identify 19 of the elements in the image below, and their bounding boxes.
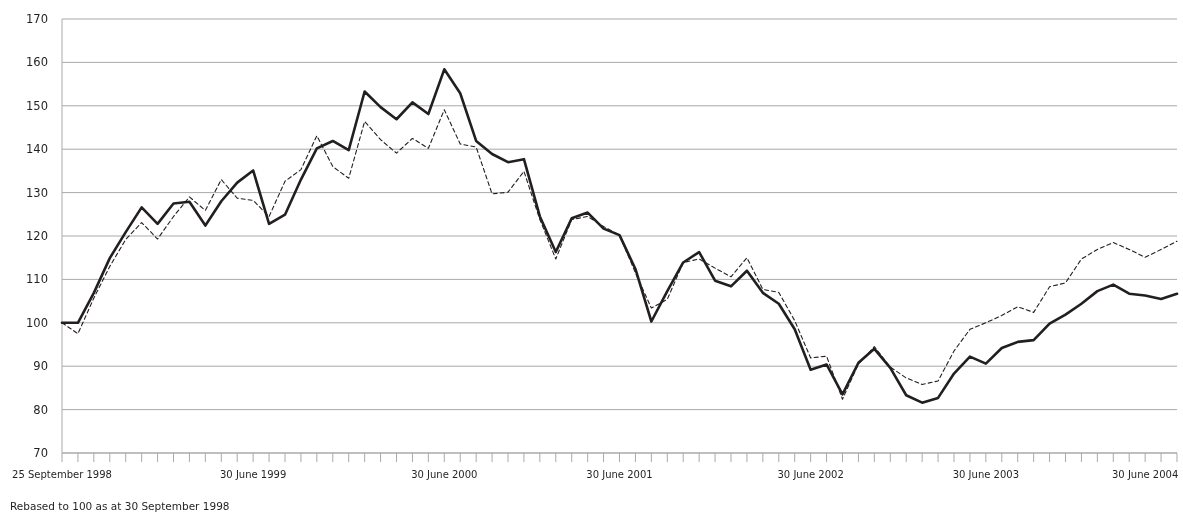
- x-tick-label: 30 June 2003: [952, 469, 1020, 480]
- y-tick-label: 170: [26, 12, 48, 27]
- x-tick-label: 30 June 2001: [586, 469, 653, 480]
- y-tick-label: 90: [33, 359, 48, 374]
- y-tick-label: 80: [33, 402, 48, 417]
- x-tick-label: 30 June 2002: [777, 469, 844, 480]
- y-tick-label: 120: [26, 229, 48, 244]
- y-tick-label: 140: [26, 142, 48, 157]
- y-tick-label: 110: [26, 272, 48, 287]
- y-tick-label: 100: [26, 315, 48, 330]
- y-tick-label: 70: [33, 446, 48, 461]
- y-tick-label: 130: [26, 185, 48, 200]
- y-tick-label: 160: [26, 55, 48, 70]
- y-tick-label: 150: [26, 98, 48, 113]
- x-tick-label: 25 September 1998: [12, 469, 112, 480]
- x-tick-label: 30 June 2000: [411, 469, 478, 480]
- x-tick-label: 30 June 2004: [1111, 469, 1179, 480]
- x-tick-label: 30 June 1999: [219, 469, 287, 480]
- text: Rebased to 100 as at 30 September 1998: [10, 500, 230, 512]
